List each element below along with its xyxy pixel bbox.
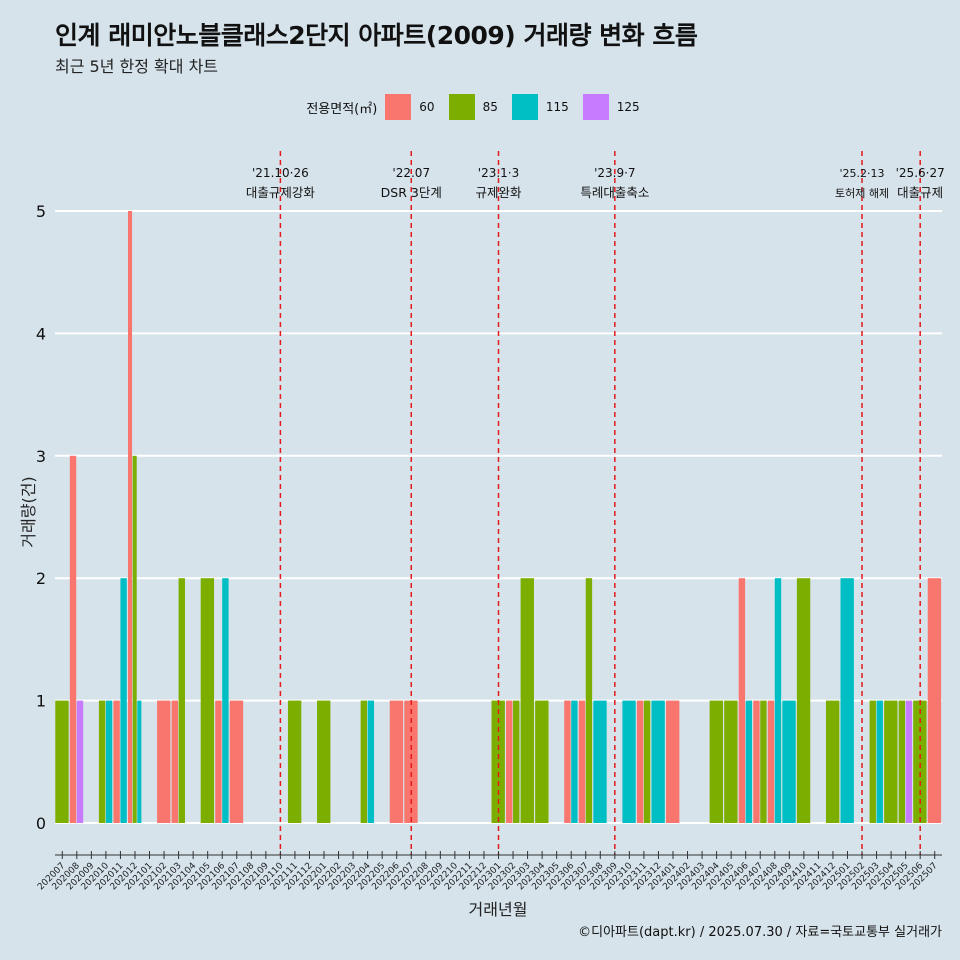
annotation-date: '25.2·13 [840,167,885,180]
chart-title: 인계 래미안노블클래스2단지 아파트(2009) 거래량 변화 흐름 [55,21,698,50]
bar-202405-85 [724,700,738,823]
bar-202204-115 [367,700,375,823]
source-caption: ©디아파트(dapt.kr) / 2025.07.30 / 자료=국토교통부 실… [578,925,942,940]
bar-202311-85 [643,700,651,823]
bar-202507-60 [927,578,942,823]
bar-202302-85 [513,700,520,823]
bar-202407-85 [760,700,767,823]
annotation-label: 규제완화 [475,185,522,200]
annotation-date: '22.07 [392,166,430,180]
y-tick-label: 2 [36,569,46,588]
bar-202011-60 [113,700,120,823]
bar-202406-115 [745,700,753,823]
y-tick-label: 4 [36,324,46,343]
bar-202010-85 [98,700,106,823]
legend: 전용면적(㎡) 60 85 115 125 [0,92,960,122]
legend-label-85: 85 [482,100,498,114]
bar-202503-115 [876,700,883,823]
annotation-date: '21.10·26 [252,166,309,180]
legend-swatch-60 [385,94,412,120]
bar-202410-85 [796,578,811,823]
bar-202010-115 [105,700,113,823]
bar-202307-85 [585,578,593,823]
bar-202503-85 [869,700,876,823]
y-axis-label: 거래량(건) [19,476,38,547]
bar-202105-85 [200,578,215,823]
x-axis-label: 거래년월 [469,900,528,919]
bar-202312-115 [651,700,665,823]
bar-202204-85 [360,700,368,823]
bar-202103-85 [178,578,185,823]
bars [55,211,942,823]
bar-202311-60 [636,700,644,823]
annotations: '21.10·26 대출규제강화 '22.07 DSR 3단계 '23.1·3 규제완화 '… [246,151,945,855]
y-tick-label: 5 [36,202,46,221]
annotation-date: '23.1·3 [478,166,519,180]
bar-202301-85 [491,700,505,823]
annotation-label: 대출규제 [897,185,943,200]
bar-202008-60 [69,455,77,823]
annotation-label: DSR 3단계 [381,185,442,200]
bar-202504-85 [884,700,898,823]
bar-202303-85 [520,578,534,823]
annotation-label: 토허제 해제 [835,186,889,200]
bar-202107-60 [229,700,244,823]
bar-202412-85 [825,700,840,823]
annotation-date: '25.6·27 [896,166,945,180]
bar-202008-125 [76,700,84,823]
bar-202408-60 [767,700,775,823]
bar-202501-115 [840,578,854,823]
bar-202304-85 [535,700,549,823]
bar-202102-60 [157,700,171,823]
bar-202409-115 [782,700,796,823]
bar-202106-60 [215,700,222,823]
bar-202206-60 [389,700,404,823]
bar-202012-115 [137,700,142,823]
legend-swatch-85 [448,94,475,120]
bar-202310-115 [622,700,636,823]
legend-item-125: 125 [582,94,640,120]
bar-202505-125 [905,700,913,823]
bar-202302-60 [506,700,513,823]
legend-swatch-125 [582,94,609,120]
bar-202106-115 [222,578,229,823]
bar-202207-60 [404,700,418,823]
bar-202408-115 [774,578,782,823]
bar-202306-60 [564,700,571,823]
bar-202012-60 [127,211,133,823]
bar-202404-85 [709,700,723,823]
legend-item-115: 115 [511,94,569,120]
legend-swatch-115 [511,94,538,120]
bar-202506-85 [913,700,927,823]
bar-202111-85 [287,700,302,823]
legend-item-60: 60 [385,94,435,120]
bar-202307-60 [578,700,586,823]
bar-202011-115 [120,578,127,823]
legend-title: 전용면적(㎡) [306,101,378,117]
bar-202407-60 [753,700,760,823]
bar-202012-85 [132,455,137,823]
bar-202007-85 [55,700,69,823]
bar-202308-115 [593,700,607,823]
legend-item-85: 85 [448,94,498,120]
y-tick-label: 3 [36,447,46,466]
legend-label-60: 60 [419,100,435,114]
bar-202306-115 [571,700,578,823]
legend-label-115: 115 [545,100,569,114]
y-tick-label: 0 [36,814,46,833]
bar-202406-60 [738,578,746,823]
bar-202103-60 [171,700,178,823]
annotation-label: 특례대출축소 [580,185,649,200]
annotation-date: '23.9·7 [594,166,635,180]
y-tick-label: 1 [36,692,46,711]
chart-subtitle: 최근 5년 한정 확대 차트 [55,57,219,76]
annotation-label: 대출규제강화 [246,185,316,200]
bar-202201-85 [317,700,331,823]
legend-label-125: 125 [616,100,640,114]
bar-202401-60 [666,700,680,823]
bar-202505-85 [898,700,906,823]
